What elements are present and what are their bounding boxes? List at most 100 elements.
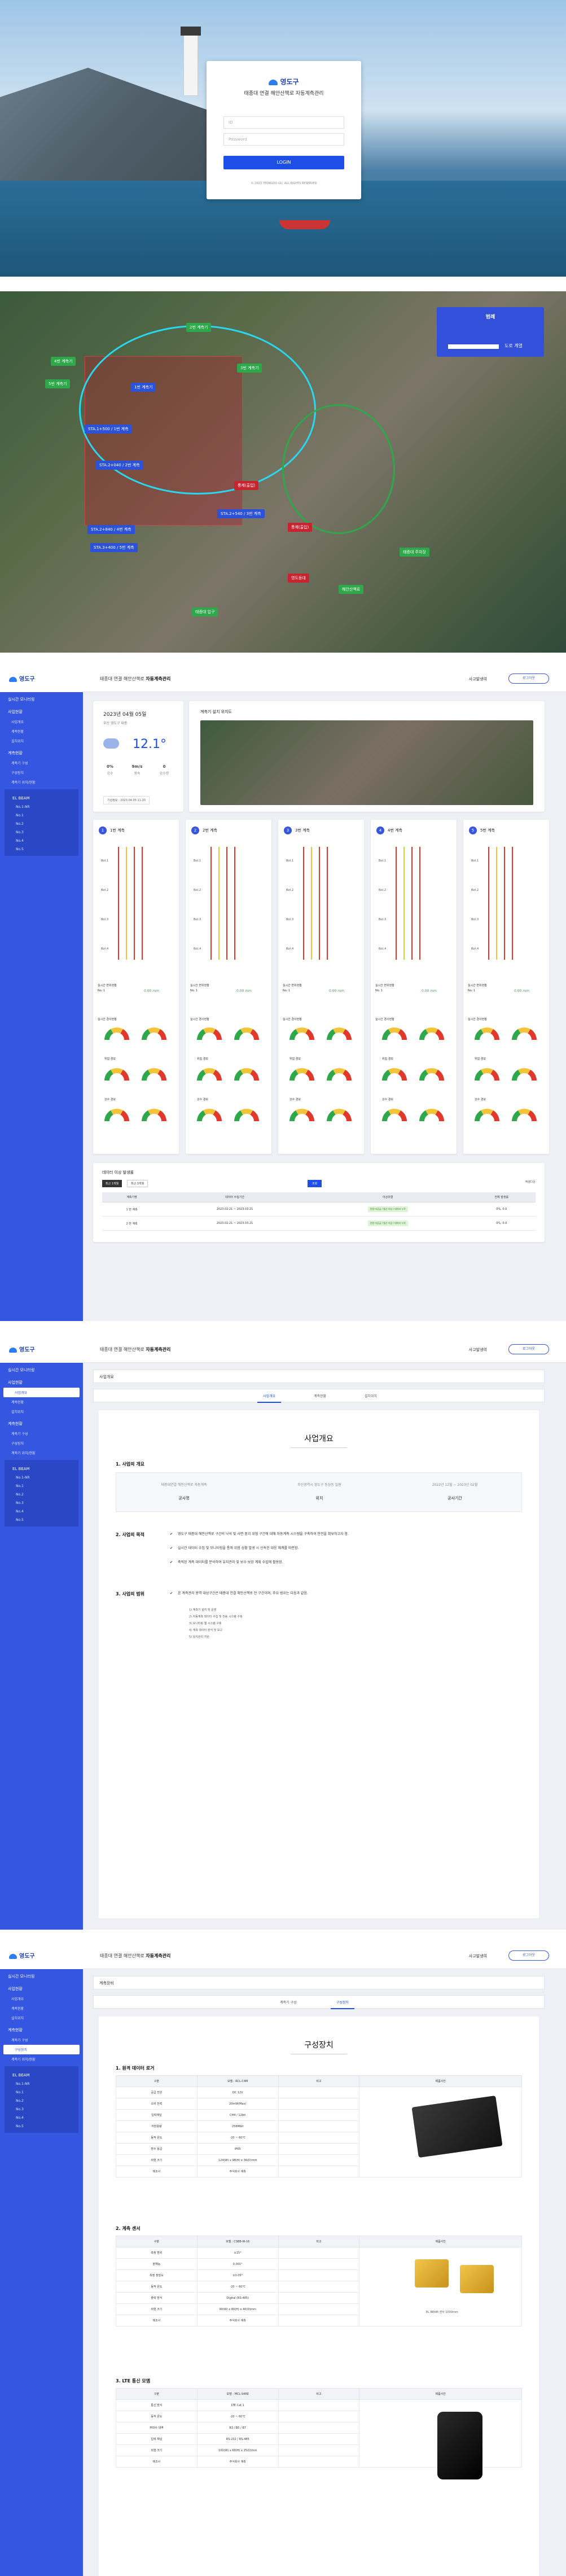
gauge-caption: 위험 경보 <box>289 1057 301 1061</box>
table-row[interactable]: 1 번 계측 2023.02.21 ~ 2023.03.21 전원 미공급 / … <box>102 1202 536 1217</box>
spec-col-header: 모델 : RCL-C4M <box>196 2075 279 2087</box>
sidebar-item-business[interactable]: 사업현황 <box>8 1380 23 1385</box>
logout-button[interactable]: 로그아웃 <box>508 673 549 684</box>
export-button[interactable]: 엑셀다운 <box>525 1180 536 1184</box>
sidebar-sub-item[interactable]: 설치위치 <box>11 2017 24 2020</box>
tab-overview[interactable]: 사업개요 <box>257 1394 282 1403</box>
map-pin[interactable]: STA.2+840 / 4번 계측 <box>87 525 135 534</box>
sidebar-sub-item[interactable]: No.1 <box>16 1484 24 1488</box>
spec-note <box>278 2087 360 2098</box>
measure-module-2[interactable]: 2 2번 계측 Bot.1 Bot.2 Bot.3 Bot.4 실시간 변위현황 No. 1 0… <box>186 820 271 1154</box>
sidebar-sub-item-active[interactable]: 사업개요 <box>3 1388 80 1397</box>
sidebar-item-monitoring[interactable]: 실시간 모니터링 <box>8 1368 35 1372</box>
sidebar-sub-item[interactable]: No.3 <box>16 1501 24 1505</box>
displacement-lines <box>390 847 431 960</box>
measure-module-1[interactable]: 1 1번 계측 Bot.1 Bot.2 Bot.3 Bot.4 실시간 변위현황 No. 1 0… <box>93 820 179 1154</box>
map-pin[interactable]: 4번 계측기 <box>51 357 76 366</box>
page-title: 태종대 연결 해안산책로 자동계측관리 <box>100 1953 170 1959</box>
sidebar-item-measure[interactable]: 계측현황 <box>8 751 23 755</box>
sidebar-sub-item[interactable]: No.3 <box>16 2107 24 2111</box>
search-button[interactable]: 조회 <box>308 1180 322 1187</box>
sidebar-sub-item[interactable]: No.5 <box>16 1518 24 1522</box>
location-minimap[interactable] <box>200 720 533 805</box>
tab-composition[interactable]: 계측기 구성 <box>280 2001 297 2005</box>
map-pin[interactable]: STA.2+540 / 3번 계측 <box>217 509 265 518</box>
measure-module-3[interactable]: 3 3번 계측 Bot.1 Bot.2 Bot.3 Bot.4 실시간 변위현황 No. 1 0… <box>278 820 364 1154</box>
map-pin[interactable]: STA.2+040 / 2번 계측 <box>96 461 143 470</box>
module-value: 0.00 mm <box>329 989 344 993</box>
sidebar-sub-item[interactable]: 계측현황 <box>11 1401 24 1405</box>
sidebar-item-monitoring[interactable]: 실시간 모니터링 <box>8 697 35 702</box>
sidebar-sub-item[interactable]: No.2 <box>16 2099 24 2103</box>
logout-button[interactable]: 로그아웃 <box>508 1344 549 1354</box>
map-pin[interactable]: 태종대 주차장 <box>400 548 429 557</box>
sidebar-sub-item[interactable]: 계측기 구성 <box>11 2039 28 2043</box>
sidebar-sub-item[interactable]: No.4 <box>16 1510 24 1514</box>
sidebar-item-elbeam[interactable]: EL BEAM <box>12 796 30 801</box>
spec-col-header: 제품사진 <box>359 2236 522 2247</box>
sidebar-item-monitoring[interactable]: 실시간 모니터링 <box>8 1974 35 1979</box>
sidebar-sub-item[interactable]: No.5 <box>16 847 24 851</box>
password-input[interactable]: Password <box>223 133 344 146</box>
filter-3m[interactable]: 최근 3개월 <box>127 1180 148 1187</box>
sidebar-sub-item[interactable]: No.1 <box>16 814 24 817</box>
spec-row: 주파수 대역 B3 / B5 / B7 <box>116 2422 522 2434</box>
sidebar-sub-item[interactable]: No.2 <box>16 1493 24 1497</box>
spec-note <box>278 2281 360 2293</box>
map-pin[interactable]: 영도등대 <box>288 574 309 583</box>
map-pin[interactable]: STA.1+500 / 1번 계측 <box>85 425 132 434</box>
table-row[interactable]: 2 번 계측 2023.02.21 ~ 2023.03.21 전원 미공급 / … <box>102 1216 536 1231</box>
map-pin[interactable]: 3번 계측기 <box>237 364 262 373</box>
sidebar-sub-item[interactable]: No.1-NR <box>16 2082 30 2086</box>
sidebar-sub-item[interactable]: 사업개요 <box>11 720 24 724</box>
map-pin[interactable]: 태종대 입구 <box>192 607 218 616</box>
map-pin[interactable]: 통제(출입) <box>288 523 313 532</box>
login-button[interactable]: LOGIN <box>223 156 344 169</box>
tab-status[interactable]: 계측현황 <box>314 1394 327 1398</box>
sidebar-item-business[interactable]: 사업현황 <box>8 1987 23 1991</box>
map-pin[interactable]: 5번 계측기 <box>45 379 71 388</box>
sidebar-sub-item[interactable]: No.1-NR <box>16 805 30 809</box>
map-pin[interactable]: 통제(출입) <box>234 481 259 490</box>
spec-value: ±15° <box>196 2247 279 2259</box>
sidebar-sub-item[interactable]: 계측기 위치/현황 <box>11 2058 36 2062</box>
sidebar-sub-item[interactable]: 계측현황 <box>11 730 24 734</box>
sidebar-sub-item[interactable]: No.3 <box>16 830 24 834</box>
id-input[interactable]: ID <box>223 116 344 129</box>
module-name: 3번 계측 <box>295 828 310 833</box>
sidebar-item-business[interactable]: 사업현황 <box>8 710 23 714</box>
sidebar-item-elbeam[interactable]: EL BEAM <box>12 1467 30 1471</box>
tab-components[interactable]: 구성장치 <box>330 2001 355 2009</box>
tab-location[interactable]: 설치위치 <box>365 1394 378 1398</box>
logout-button[interactable]: 로그아웃 <box>508 1950 549 1961</box>
map-pin[interactable]: 1번 계측기 <box>131 383 156 392</box>
filter-1m[interactable]: 최근 1개월 <box>102 1180 122 1187</box>
map-pin[interactable]: STA.3+400 / 5번 계측 <box>90 543 138 552</box>
sidebar-item-measure[interactable]: 계측현황 <box>8 2028 23 2032</box>
sidebar-sub-item[interactable]: 계측현황 <box>11 2007 24 2011</box>
sidebar-sub-item[interactable]: 계측기 위치/현황 <box>11 781 36 785</box>
sidebar-sub-item[interactable]: 구성장치 <box>11 771 24 775</box>
sidebar-item-elbeam[interactable]: EL BEAM <box>12 2073 30 2078</box>
sidebar-sub-item[interactable]: 계측기 구성 <box>11 762 28 766</box>
sidebar-item-measure[interactable]: 계측현황 <box>8 1422 23 1426</box>
measure-module-5[interactable]: 5 5번 계측 Bot.1 Bot.2 Bot.3 Bot.4 실시간 변위현황 No. 1 0… <box>463 820 549 1154</box>
sidebar-sub-item[interactable]: 설치위치 <box>11 740 24 744</box>
sidebar-sub-item[interactable]: 계측기 구성 <box>11 1432 28 1436</box>
sidebar-sub-item[interactable]: No.1 <box>16 2090 24 2094</box>
sidebar-sub-item[interactable]: No.2 <box>16 822 24 826</box>
spec-row: 제조사 주식회사 계측 <box>116 2166 522 2177</box>
sidebar-sub-item[interactable]: No.4 <box>16 839 24 843</box>
measure-module-4[interactable]: 4 4번 계측 Bot.1 Bot.2 Bot.3 Bot.4 실시간 변위현황 No. 1 0… <box>371 820 457 1154</box>
login-screen: 영도구 태종대 연결 해안산책로 자동계측관리 ID Password LOGI… <box>0 0 566 277</box>
sidebar-sub-item[interactable]: 계측기 위치/현황 <box>11 1451 36 1455</box>
sidebar-sub-item[interactable]: 구성장치 <box>11 1442 24 1446</box>
sidebar-sub-item-active[interactable]: 구성장치 <box>3 2045 80 2054</box>
sidebar-sub-item[interactable]: 설치위치 <box>11 1410 24 1414</box>
sidebar-sub-item[interactable]: No.4 <box>16 2116 24 2120</box>
sidebar-sub-item[interactable]: No.1-NR <box>16 1476 30 1480</box>
map-pin[interactable]: 2번 계측기 <box>186 323 212 332</box>
map-pin[interactable]: 해안산책로 <box>339 585 364 594</box>
sidebar-sub-item[interactable]: No.5 <box>16 2124 24 2128</box>
sidebar-sub-item[interactable]: 사업개요 <box>11 1997 24 2001</box>
